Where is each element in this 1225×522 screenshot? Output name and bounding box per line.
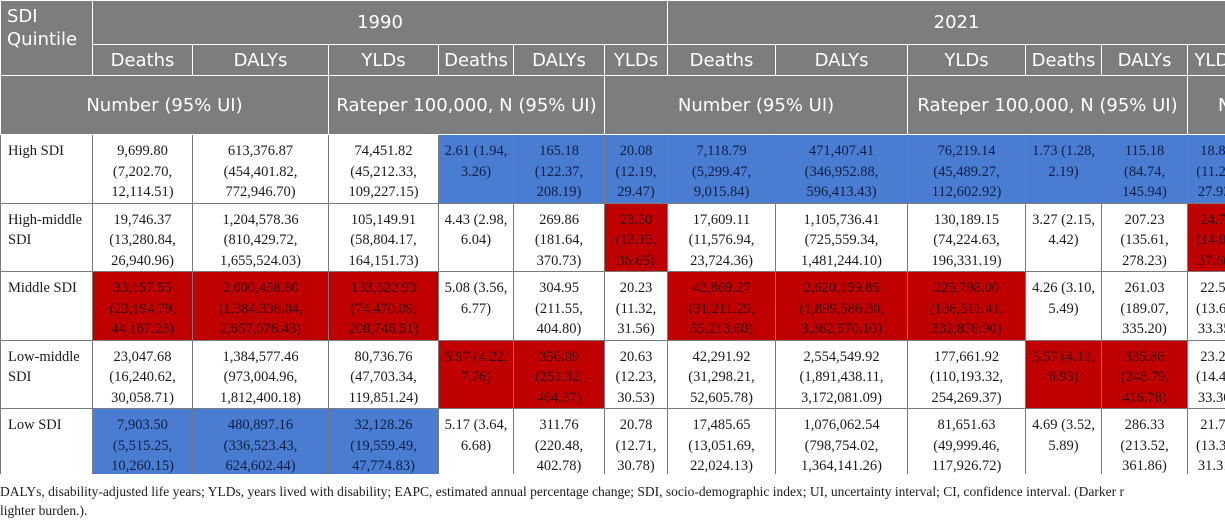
table-cell: 105,149.91 (58,804.17, 164,151.73) xyxy=(328,202,439,272)
table-cell: 2,000,458.80 (1,384,336.04, 2,657,076.43… xyxy=(192,271,329,341)
table-cell: 20.08 (12.19, 29.47) xyxy=(603,134,669,204)
table-cell: 2.61 (1.94, 3.26) xyxy=(438,134,514,204)
rate-2021-header: Rateper 100,000, N (95% UI) xyxy=(907,75,1189,135)
table-cell: 76,219.14 (45,489.27, 112,602.92) xyxy=(907,134,1027,204)
footnote-line-2: lighter burden.). xyxy=(0,503,88,518)
number-eapc-header: Number xyxy=(1187,75,1225,135)
table-footnote: DALYs, disability-adjusted life years; Y… xyxy=(0,482,1225,520)
table-cell: 24.79 (14.07, 37.60) xyxy=(1187,202,1225,272)
table-cell: 33,157.55 (23,194.79, 44,167.23) xyxy=(92,271,193,341)
number-ui-1990-header: Number (95% UI) xyxy=(0,75,329,135)
table-cell: 18.86 (11.23, 27.93) xyxy=(1187,134,1225,204)
table-cell: 23,047.68 (16,240.62, 30,058.71) xyxy=(92,339,193,409)
table-cell: 1,105,736.41 (725,559.34, 1,481,244.10) xyxy=(775,202,909,272)
table-row: Low SDI 7,903.50 (5,515.25, 10,260.15) 480… xyxy=(0,408,1225,474)
number-ui-2021-header: Number (95% UI) xyxy=(603,75,909,135)
table-cell: 32,128.26 (19,559.49, 47,774.83) xyxy=(328,408,439,474)
table-row: Low-middle SDI 23,047.68 (16,240.62, 30,0… xyxy=(0,339,1225,409)
table-cell: 165.18 (122.37, 208.19) xyxy=(513,134,605,204)
dalys-2021-header: DALYs xyxy=(775,44,909,76)
rate-1990-header: Rateper 100,000, N (95% UI) xyxy=(328,75,605,135)
table-cell: 207.23 (135.61, 278.23) xyxy=(1101,202,1189,272)
ylds-rate-1990-header: YLDs xyxy=(603,44,669,76)
table-cell: 42,291.92 (31,298.21, 52,605.78) xyxy=(667,339,777,409)
table-cell: 74,451.82 (45,212.33, 109,227.15) xyxy=(328,134,439,204)
table-cell: 20.23 (11.32, 31.56) xyxy=(603,271,669,341)
table-cell: 17,609.11 (11,576.94, 23,724.36) xyxy=(667,202,777,272)
table-row: High SDI 9,699.80 (7,202.70, 12,114.51) 61… xyxy=(0,134,1225,204)
table-cell: 1.73 (1.28, 2.19) xyxy=(1025,134,1103,204)
table-cell: 17,485.65 (13,051.69, 22,024.13) xyxy=(667,408,777,474)
year-2021-header: 2021 xyxy=(667,0,1225,45)
table-cell: 5.57 (4.13, 6.93) xyxy=(1025,339,1103,409)
table-cell: 133,522.93 (74,470.09, 208,746.51) xyxy=(328,271,439,341)
dalys-rate-1990-header: DALYs xyxy=(513,44,605,76)
table-cell: 1,204,578.36 (810,429.72, 1,655,524.03) xyxy=(192,202,329,272)
table-cell: 304.95 (211.55, 404.80) xyxy=(513,271,605,341)
deaths-rate-1990-header: Deaths xyxy=(438,44,514,76)
table-cell: 3.27 (2.15, 4.42) xyxy=(1025,202,1103,272)
table-cell: 335.86 (248.79, 416.78) xyxy=(1101,339,1189,409)
table-cell: 286.33 (213.52, 361.86) xyxy=(1101,408,1189,474)
dalys-rate-2021-header: DALYs xyxy=(1101,44,1189,76)
table-cell: 20.78 (12.71, 30.78) xyxy=(603,408,669,474)
table-cell: 1,384,577.46 (973,004.96, 1,812,400.18) xyxy=(192,339,329,409)
deaths-2021-header: Deaths xyxy=(667,44,777,76)
ylds-1990-header: YLDs xyxy=(328,44,439,76)
table-row: High-middle SDI 19,746.37 (13,280.84, 26,… xyxy=(0,202,1225,272)
table-cell: 269.86 (181.64, 370.73) xyxy=(513,202,605,272)
footnote-line-1: DALYs, disability-adjusted life years; Y… xyxy=(0,484,1124,499)
table-cell: 115.18 (84.74, 145.94) xyxy=(1101,134,1189,204)
row-label: High SDI xyxy=(0,134,93,204)
table-viewport: SDI Quintile 1990 2021 Deaths DALYs YLDs… xyxy=(0,0,1225,474)
table-cell: 20.63 (12.23, 30.53) xyxy=(603,339,669,409)
table-cell: 5.17 (3.64, 6.68) xyxy=(438,408,514,474)
row-label: Middle SDI xyxy=(0,271,93,341)
sdi-burden-table: SDI Quintile 1990 2021 Deaths DALYs YLDs… xyxy=(0,0,1225,474)
table-row: Middle SDI 33,157.55 (23,194.79, 44,167.2… xyxy=(0,271,1225,341)
table-cell: 261.03 (189.07, 335.20) xyxy=(1101,271,1189,341)
table-cell: 4.26 (3.10, 5.49) xyxy=(1025,271,1103,341)
table-cell: 2,554,549.92 (1,891,438.11, 3,172,081.09… xyxy=(775,339,909,409)
ylds-rate-2021-header: YLDs xyxy=(1187,44,1225,76)
row-label: Low-middle SDI xyxy=(0,339,93,409)
table-cell: 5.08 (3.56, 6.77) xyxy=(438,271,514,341)
table-cell: 130,189.15 (74,224.63, 196,331.19) xyxy=(907,202,1027,272)
table-cell: 356.09 (251.32, 464.37) xyxy=(513,339,605,409)
table-cell: 1,076,062.54 (798,754.02, 1,364,141.26) xyxy=(775,408,909,474)
table-cell: 471,407.41 (346,952.88, 596,413.43) xyxy=(775,134,909,204)
table-cell: 177,661.92 (110,193.32, 254,269.37) xyxy=(907,339,1027,409)
ylds-2021-header: YLDs xyxy=(907,44,1027,76)
table-cell: 7,118.79 (5,299.47, 9,015.84) xyxy=(667,134,777,204)
table-body: High SDI 9,699.80 (7,202.70, 12,114.51) 61… xyxy=(0,134,1225,474)
deaths-rate-2021-header: Deaths xyxy=(1025,44,1103,76)
table-cell: 480,897.16 (336,523.43, 624,602.44) xyxy=(192,408,329,474)
table-cell: 23.28 (14.45, 33.30) xyxy=(1187,339,1225,409)
table-cell: 23.50 (13.15, 36.65) xyxy=(603,202,669,272)
table-cell: 5.97 (4.22, 7.76) xyxy=(438,339,514,409)
table-cell: 7,903.50 (5,515.25, 10,260.15) xyxy=(92,408,193,474)
table-cell: 2,620,159.85 (1,899,586.30, 3,362,570.10… xyxy=(775,271,909,341)
table-cell: 4.69 (3.52, 5.89) xyxy=(1025,408,1103,474)
row-label: High-middle SDI xyxy=(0,202,93,272)
table-cell: 19,746.37 (13,280.84, 26,940.96) xyxy=(92,202,193,272)
table-cell: 81,651.63 (49,999.46, 117,926.72) xyxy=(907,408,1027,474)
deaths-1990-header: Deaths xyxy=(92,44,193,76)
table-cell: 4.43 (2.98, 6.04) xyxy=(438,202,514,272)
year-1990-header: 1990 xyxy=(91,0,669,45)
table-cell: 80,736.76 (47,703.34, 119,851.24) xyxy=(328,339,439,409)
sdi-quintile-header: SDI Quintile xyxy=(0,0,93,76)
table-cell: 42,869.27 (31,211.29, 55,213.60) xyxy=(667,271,777,341)
table-cell: 613,376.87 (454,401.82, 772,946.70) xyxy=(192,134,329,204)
table-cell: 225,798.00 (136,511.41, 332,876.90) xyxy=(907,271,1027,341)
row-label: Low SDI xyxy=(0,408,93,474)
table-cell: 311.76 (220.48, 402.78) xyxy=(513,408,605,474)
table-cell: 22.58 (13.63, 33.35) xyxy=(1187,271,1225,341)
table-cell: 9,699.80 (7,202.70, 12,114.51) xyxy=(92,134,193,204)
table-cell: 21.72 (13.34, 31.31) xyxy=(1187,408,1225,474)
dalys-1990-header: DALYs xyxy=(192,44,329,76)
